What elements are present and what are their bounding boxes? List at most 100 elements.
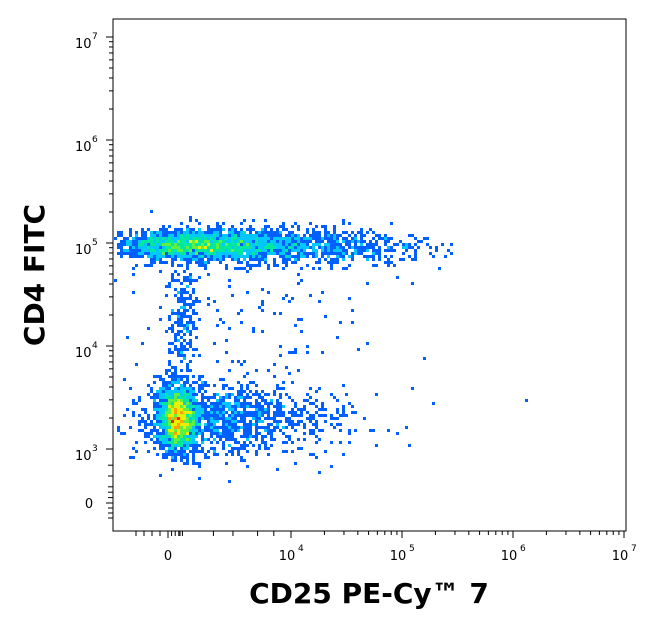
density-cell (279, 420, 282, 423)
density-cell (387, 261, 390, 264)
density-cell (273, 243, 276, 246)
density-cell (189, 276, 192, 279)
density-cell (273, 252, 276, 255)
density-cell (165, 441, 168, 444)
density-cell (282, 432, 285, 435)
density-cell (183, 276, 186, 279)
density-cell (168, 255, 171, 258)
density-cell (297, 225, 300, 228)
density-cell (342, 414, 345, 417)
density-cell (171, 381, 174, 384)
density-cell (411, 234, 414, 237)
density-cell (171, 405, 174, 408)
density-cell (276, 411, 279, 414)
density-cell (351, 258, 354, 261)
density-cell (240, 411, 243, 414)
density-cell (216, 411, 219, 414)
density-cell (246, 396, 249, 399)
x-tick-exponent: 4 (298, 544, 304, 554)
density-cell (180, 417, 183, 420)
density-cell (186, 237, 189, 240)
density-cell (156, 435, 159, 438)
density-cell (159, 240, 162, 243)
density-cell (294, 462, 297, 465)
density-cell (288, 258, 291, 261)
density-cell (291, 441, 294, 444)
y-tick-label: 10 (75, 243, 92, 258)
density-cell (333, 258, 336, 261)
density-cell (249, 381, 252, 384)
density-cell (183, 243, 186, 246)
density-cell (201, 387, 204, 390)
density-cell (327, 255, 330, 258)
density-cell (231, 228, 234, 231)
density-cell (240, 243, 243, 246)
density-cell (192, 240, 195, 243)
density-cell (201, 399, 204, 402)
density-cell (222, 420, 225, 423)
density-cell (264, 429, 267, 432)
density-cell (342, 405, 345, 408)
density-cell (192, 453, 195, 456)
density-cell (222, 432, 225, 435)
density-cell (180, 423, 183, 426)
density-cell (354, 243, 357, 246)
density-cell (177, 441, 180, 444)
density-cell (432, 402, 435, 405)
density-cell (156, 393, 159, 396)
density-cell (195, 447, 198, 450)
density-cell (279, 243, 282, 246)
density-cell (186, 303, 189, 306)
density-cell (201, 447, 204, 450)
density-cell (231, 432, 234, 435)
density-cell (246, 372, 249, 375)
density-cell (234, 249, 237, 252)
density-cell (237, 420, 240, 423)
density-cell (285, 228, 288, 231)
density-cell (387, 249, 390, 252)
density-cell (348, 432, 351, 435)
density-cell (261, 243, 264, 246)
density-cell (225, 267, 228, 270)
density-cell (213, 249, 216, 252)
density-cell (189, 435, 192, 438)
density-cell (195, 426, 198, 429)
density-cell (324, 315, 327, 318)
density-cell (180, 297, 183, 300)
density-cell (258, 447, 261, 450)
density-cell (300, 243, 303, 246)
density-cell (297, 246, 300, 249)
density-cell (153, 417, 156, 420)
density-cell (168, 375, 171, 378)
density-cell (228, 255, 231, 258)
density-cell (228, 393, 231, 396)
density-cell (387, 258, 390, 261)
density-cell (315, 411, 318, 414)
density-cell (309, 417, 312, 420)
density-cell (138, 423, 141, 426)
density-cell (372, 264, 375, 267)
density-cell (276, 468, 279, 471)
density-cell (117, 243, 120, 246)
density-cell (234, 267, 237, 270)
density-cell (180, 351, 183, 354)
density-cell (186, 447, 189, 450)
density-cell (114, 237, 117, 240)
density-cell (132, 456, 135, 459)
density-cell (303, 423, 306, 426)
density-cell (186, 246, 189, 249)
density-cell (126, 240, 129, 243)
density-cell (333, 231, 336, 234)
density-cell (141, 417, 144, 420)
density-cell (312, 255, 315, 258)
density-cell (249, 420, 252, 423)
density-cell (330, 261, 333, 264)
density-cell (273, 231, 276, 234)
density-cell (231, 237, 234, 240)
density-cell (171, 366, 174, 369)
density-cell (285, 450, 288, 453)
density-cell (174, 459, 177, 462)
density-cell (228, 417, 231, 420)
density-cell (348, 264, 351, 267)
density-cell (291, 408, 294, 411)
